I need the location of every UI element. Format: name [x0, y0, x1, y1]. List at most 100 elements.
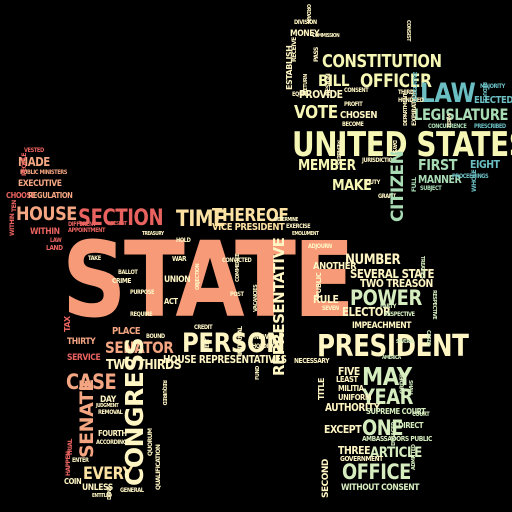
- word-pass: PASS: [313, 47, 320, 62]
- word-law: LAW: [420, 78, 476, 109]
- word-union: UNION: [164, 275, 191, 285]
- word-every: EVERY: [83, 464, 133, 484]
- word-section: SECTION: [78, 206, 164, 231]
- word-second: SECOND: [321, 459, 331, 498]
- word-choose: CHOOSE: [6, 191, 36, 200]
- word-return: RETURN: [303, 74, 309, 94]
- word-crime: CRIME: [112, 277, 132, 285]
- word-provide: PROVIDE: [299, 88, 343, 101]
- word-hold: HOLD: [176, 237, 191, 244]
- word-necessary: NECESSARY: [294, 357, 330, 365]
- word-two-thirds: TWO THIRDS: [106, 358, 182, 373]
- word-impeachment: IMPEACHMENT: [352, 321, 412, 331]
- word-ambassadors-public: AMBASSADORS PUBLIC: [362, 435, 432, 443]
- word-representative: REPRESENTATIVE: [270, 237, 288, 376]
- word-rule: RULE: [313, 293, 339, 306]
- word-consent: CONSENT: [344, 87, 369, 94]
- word-bill: BILL: [318, 71, 350, 90]
- word-without-consent: WITHOUT CONSENT: [341, 483, 420, 493]
- word-chosen: CHOSEN: [340, 110, 378, 121]
- word-respective-small: RESPECTIVE: [431, 290, 437, 320]
- word-law-small: LAW: [50, 237, 62, 244]
- word-year: YEAR: [362, 385, 413, 409]
- word-manner: MANNER: [418, 173, 462, 186]
- word-treasury: TREASURY: [142, 231, 164, 237]
- word-objection: OBJECTION: [195, 263, 201, 290]
- word-commerce: COMMERCE: [235, 253, 241, 282]
- word-fund: FUND: [255, 366, 261, 380]
- word-direct: DIRECT: [398, 421, 424, 430]
- word-thirty: THIRTY: [67, 337, 96, 347]
- word-court: COURT: [412, 411, 430, 418]
- word-jurisdiction: JURISDICTION: [362, 157, 397, 164]
- word-elector: ELECTOR: [342, 305, 391, 319]
- word-two-treason: TWO TREASON: [360, 277, 433, 290]
- word-prescribed: PRESCRIBED: [474, 123, 506, 130]
- word-post: POST: [230, 291, 244, 298]
- word-united-states: UNITED STATES: [292, 125, 512, 165]
- word-government: GOVERNMENT: [340, 455, 383, 463]
- word-public: PUBLIC: [315, 272, 323, 298]
- word-case: CASE: [66, 370, 117, 394]
- word-senator: SENATOR: [105, 338, 174, 357]
- word-quorum: QUORUM: [147, 428, 154, 456]
- word-several-state: SEVERAL STATE: [350, 267, 434, 281]
- word-militia: MILITIA: [338, 384, 364, 393]
- word-treaties: TREATIES: [419, 256, 425, 279]
- word-senate: SENATE: [76, 379, 98, 458]
- word-ordain: ORDAIN: [305, 4, 311, 24]
- word-may: MAY: [362, 362, 412, 391]
- word-citizen: CITIZEN: [388, 150, 408, 222]
- word-supreme-court: SUPREME COURT: [366, 407, 426, 416]
- word-congress: CONGRESS: [120, 337, 149, 486]
- word-enter: ENTER: [72, 457, 89, 464]
- word-deny: DENY: [107, 486, 113, 500]
- word-duty: DUTY: [366, 179, 380, 186]
- word-party: PARTY: [380, 303, 396, 310]
- word-order: ORDER: [399, 373, 406, 394]
- word-america: AMERICA: [382, 355, 401, 361]
- word-day: DAY: [100, 395, 116, 405]
- word-authority: AUTHORITY: [325, 401, 380, 414]
- word-full: FULL: [411, 177, 418, 192]
- word-legislative: LEGISLATIVE: [413, 72, 419, 102]
- word-three: THREE: [338, 444, 371, 457]
- word-seven: SEVEN: [322, 305, 339, 312]
- word-concurrence: CONCURRENCE: [428, 123, 467, 130]
- word-fourth: FOURTH: [98, 429, 127, 438]
- word-service: SERVICE: [67, 353, 101, 363]
- word-number: NUMBER: [345, 252, 401, 268]
- word-person: PERSON: [182, 328, 285, 359]
- word-uniform: UNIFORM: [338, 393, 372, 402]
- word-removal: REMOVAL: [98, 409, 123, 416]
- word-vested: VESTED: [24, 147, 44, 154]
- word-receive: RECEIVE: [291, 37, 298, 62]
- word-war: WAR: [172, 255, 187, 263]
- word-bound: BOUND: [146, 333, 165, 340]
- word-meet: MEET: [205, 338, 211, 352]
- word-cases-small: CASES: [425, 330, 431, 346]
- word-according: ACCORDING: [96, 439, 127, 446]
- word-department: DEPARTMENT: [403, 93, 409, 126]
- word-member: MEMBER: [298, 156, 356, 174]
- word-third: THIRD: [398, 89, 414, 96]
- word-division: DIVISION: [294, 19, 317, 26]
- word-constitution: CONSTITUTION: [322, 51, 442, 72]
- word-consist: CONSIST: [405, 20, 411, 42]
- word-officer: OFFICER: [360, 70, 432, 92]
- word-coin: COIN: [64, 477, 82, 486]
- word-term: TERM: [447, 114, 453, 128]
- word-credit: CREDIT: [194, 324, 213, 331]
- word-several: SEVERAL: [396, 339, 415, 345]
- word-land: LAND: [46, 244, 63, 252]
- word-legislature: LEGISLATURE: [414, 105, 509, 124]
- word-unless: UNLESS: [82, 483, 113, 493]
- word-title: TITLE: [317, 378, 326, 400]
- word-article: ARTICLE: [370, 445, 422, 461]
- word-general: GENERAL: [120, 487, 144, 494]
- word-except: EXCEPT: [324, 423, 362, 436]
- word-ten: TEN: [11, 200, 18, 212]
- word-act: ACT: [164, 297, 178, 306]
- word-vacancies: VACANCIES: [253, 284, 259, 312]
- word-new: NEW: [254, 333, 269, 341]
